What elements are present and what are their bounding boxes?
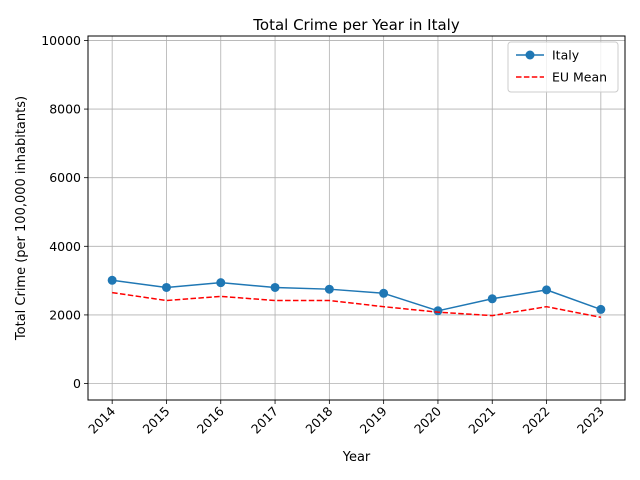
series-line-italy	[112, 279, 602, 312]
legend: Italy EU Mean	[507, 41, 619, 93]
y-axis-label: Total Crime (per 100,000 inhabitants)	[14, 96, 29, 341]
data-point-italy	[270, 282, 280, 292]
y-tick-label: 6000	[49, 170, 81, 185]
x-axis-label: Year	[342, 450, 371, 465]
legend-marker-italy	[525, 50, 535, 60]
y-tick-label: 8000	[49, 102, 81, 117]
legend-label-italy: Italy	[552, 48, 580, 63]
y-tick-label: 0	[73, 376, 81, 391]
data-point-italy	[161, 282, 171, 292]
data-point-italy	[107, 275, 117, 285]
data-point-italy	[487, 294, 497, 304]
y-tick-label: 10000	[41, 33, 81, 48]
data-point-italy	[216, 278, 226, 288]
data-point-italy	[324, 284, 334, 294]
series-line-eu-mean	[112, 291, 601, 319]
y-tick-label: 4000	[49, 239, 81, 254]
data-point-italy	[379, 288, 389, 298]
series-group	[107, 275, 606, 319]
y-tick-label: 2000	[49, 307, 81, 322]
legend-label-eu-mean: EU Mean	[552, 70, 607, 85]
chart-title: Total Crime per Year in Italy	[252, 16, 460, 34]
data-point-italy	[542, 285, 552, 295]
data-point-italy	[596, 304, 606, 314]
grid-lines	[88, 36, 625, 400]
plot-frame	[87, 35, 626, 401]
data-point-italy	[433, 306, 443, 316]
